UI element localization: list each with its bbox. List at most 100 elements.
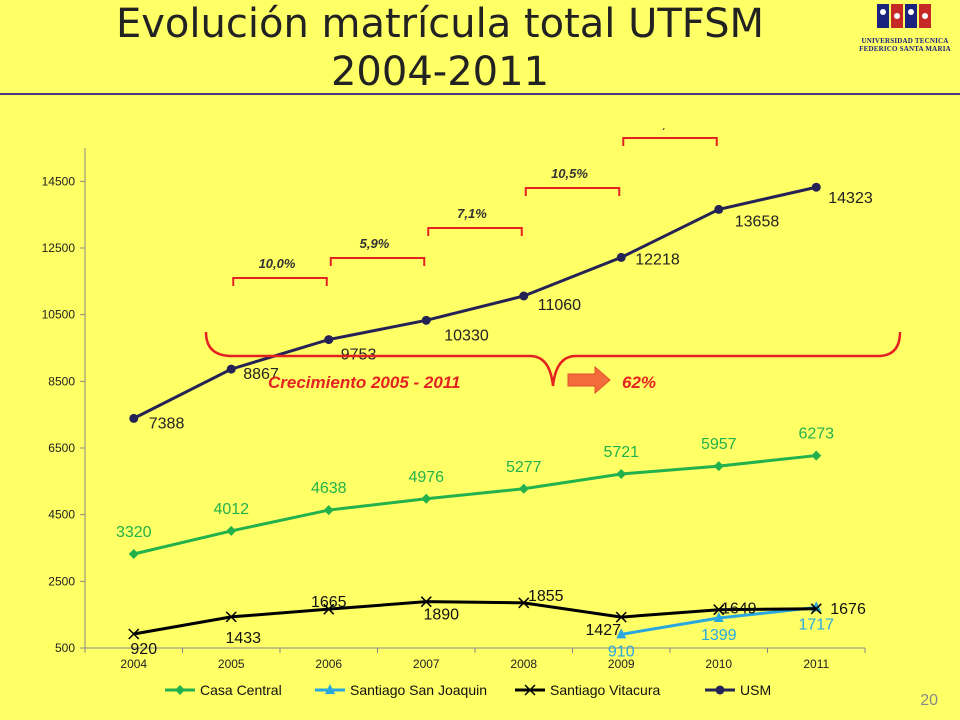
x-tick-label: 2004: [120, 657, 147, 671]
data-point-casa-central: [713, 461, 724, 472]
series-line-santiago-vitacura: [133, 600, 817, 636]
data-point-santiago-vitacura: [225, 611, 237, 623]
data-label-usm: 13658: [735, 213, 780, 230]
data-point-santiago-vitacura: [323, 603, 335, 615]
data-point-usm: [616, 252, 626, 262]
y-tick-label: 10500: [42, 308, 76, 322]
title-divider: [0, 93, 960, 95]
logo-text-line2: FEDERICO SANTA MARIA: [859, 45, 951, 53]
legend-label-santiago-vitacura: Santiago Vitacura: [550, 682, 660, 698]
data-label-casa-central: 5277: [506, 459, 542, 476]
data-point-casa-central: [128, 549, 139, 559]
data-label-santiago-vitacura: 920: [130, 641, 157, 658]
growth-label: 10,0%: [259, 256, 296, 271]
legend-label-santiago-san-joaquin: Santiago San Joaquin: [350, 682, 487, 698]
legend-marker-santiago-san-joaquin: [325, 684, 335, 694]
data-point-casa-central: [811, 450, 822, 461]
data-label-casa-central: 3320: [116, 524, 152, 541]
legend-marker-usm: [715, 685, 725, 695]
data-point-casa-central: [518, 483, 529, 494]
data-point-casa-central: [226, 525, 237, 536]
data-label-santiago-vitacura: 1890: [423, 607, 459, 624]
growth-bracket: [622, 137, 718, 146]
data-point-usm: [129, 413, 139, 423]
y-tick-label: 4500: [48, 508, 75, 522]
growth-label: 11,8%: [649, 128, 685, 131]
series-line-casa-central: [133, 454, 817, 556]
data-point-casa-central: [616, 468, 627, 479]
data-label-usm: 11060: [538, 297, 581, 314]
data-label-usm: 14323: [828, 190, 873, 207]
legend-label-usm: USM: [740, 682, 771, 698]
data-point-santiago-vitacura: [420, 596, 432, 608]
data-label-usm: 8867: [243, 366, 279, 383]
y-tick-label: 14500: [42, 174, 76, 188]
data-point-casa-central: [323, 505, 334, 516]
x-tick-label: 2007: [413, 657, 440, 671]
data-label-casa-central: 4976: [408, 469, 444, 486]
data-point-usm: [811, 182, 821, 192]
data-label-usm: 10330: [444, 327, 489, 344]
series-line-usm: [133, 185, 817, 420]
chart-area: 500 2500 4500 6500 8500 10500 12500 14500 2004 20…: [10, 92, 944, 710]
growth-arrow-icon: [567, 365, 611, 395]
data-label-santiago-vitacura: 1427: [585, 622, 621, 639]
logo-text-line1: UNIVERSIDAD TECNICA: [861, 37, 949, 45]
data-point-santiago-san-joaquin: [713, 612, 724, 623]
data-label-santiago-vitacura: 1676: [830, 601, 866, 618]
growth-bracket: [329, 257, 426, 266]
x-tick-label: 2010: [705, 657, 732, 671]
data-label-usm: 7388: [149, 415, 185, 432]
university-crest-icon: [877, 4, 931, 28]
growth-label: 5,9%: [360, 236, 390, 251]
data-point-santiago-vitacura: [615, 611, 627, 623]
x-tick-label: 2011: [803, 657, 829, 671]
slide-title: Evolución matrícula total UTFSM 2004-201…: [115, 1, 765, 95]
data-label-casa-central: 5721: [603, 444, 639, 461]
data-point-santiago-vitacura: [713, 604, 725, 616]
data-label-santiago-vitacura: 1665: [311, 594, 347, 611]
data-point-usm: [421, 315, 431, 325]
y-tick-label: 500: [55, 641, 75, 655]
data-point-usm: [714, 204, 724, 214]
data-point-casa-central: [421, 493, 432, 504]
enrollment-line-chart: 500 2500 4500 6500 8500 10500 12500 14500 2004 20…: [42, 92, 902, 698]
data-label-santiago-vitacura: 1433: [225, 630, 261, 647]
x-tick-label: 2009: [608, 657, 635, 671]
legend-marker-casa-central: [175, 685, 185, 695]
legend-label-casa-central: Casa Central: [200, 682, 282, 698]
data-point-usm: [226, 364, 236, 374]
total-growth-value: 62%: [622, 373, 656, 392]
data-label-santiago-vitacura: 1649: [721, 601, 757, 618]
page-number: 20: [920, 692, 938, 709]
y-tick-label: 2500: [48, 574, 75, 588]
data-label-santiago-vitacura: 1855: [528, 588, 564, 605]
data-point-santiago-vitacura: [810, 603, 822, 615]
x-tick-label: 2006: [315, 657, 342, 671]
university-logo: UNIVERSIDAD TECNICA FEDERICO SANTA MARIA: [855, 2, 955, 53]
y-tick-label: 8500: [48, 374, 75, 388]
data-point-usm: [519, 291, 529, 301]
data-label-casa-central: 4012: [213, 501, 249, 518]
growth-label: 7,1%: [457, 206, 487, 221]
data-label-santiago-san-joaquin: 1717: [798, 616, 834, 633]
data-label-casa-central: 4638: [311, 480, 347, 497]
data-point-santiago-vitacura: [128, 628, 140, 640]
y-tick-label: 12500: [42, 241, 76, 255]
y-tick-label: 6500: [48, 441, 75, 455]
data-label-usm: 12218: [635, 251, 680, 268]
data-point-santiago-vitacura: [518, 597, 530, 609]
growth-bracket: [524, 187, 621, 196]
x-tick-label: 2005: [218, 657, 245, 671]
total-growth-label: Crecimiento 2005 - 2011: [268, 373, 460, 392]
x-tick-label: 2008: [510, 657, 537, 671]
legend-marker-santiago-vitacura: [524, 684, 536, 696]
data-label-santiago-san-joaquin: 1399: [701, 627, 737, 644]
data-point-santiago-san-joaquin: [616, 628, 627, 639]
total-growth-bracket: [204, 331, 902, 387]
data-label-casa-central: 6273: [798, 426, 834, 443]
data-label-santiago-san-joaquin: 910: [608, 643, 635, 660]
growth-bracket: [232, 277, 328, 286]
data-label-casa-central: 5957: [701, 436, 737, 453]
growth-bracket: [427, 227, 523, 236]
